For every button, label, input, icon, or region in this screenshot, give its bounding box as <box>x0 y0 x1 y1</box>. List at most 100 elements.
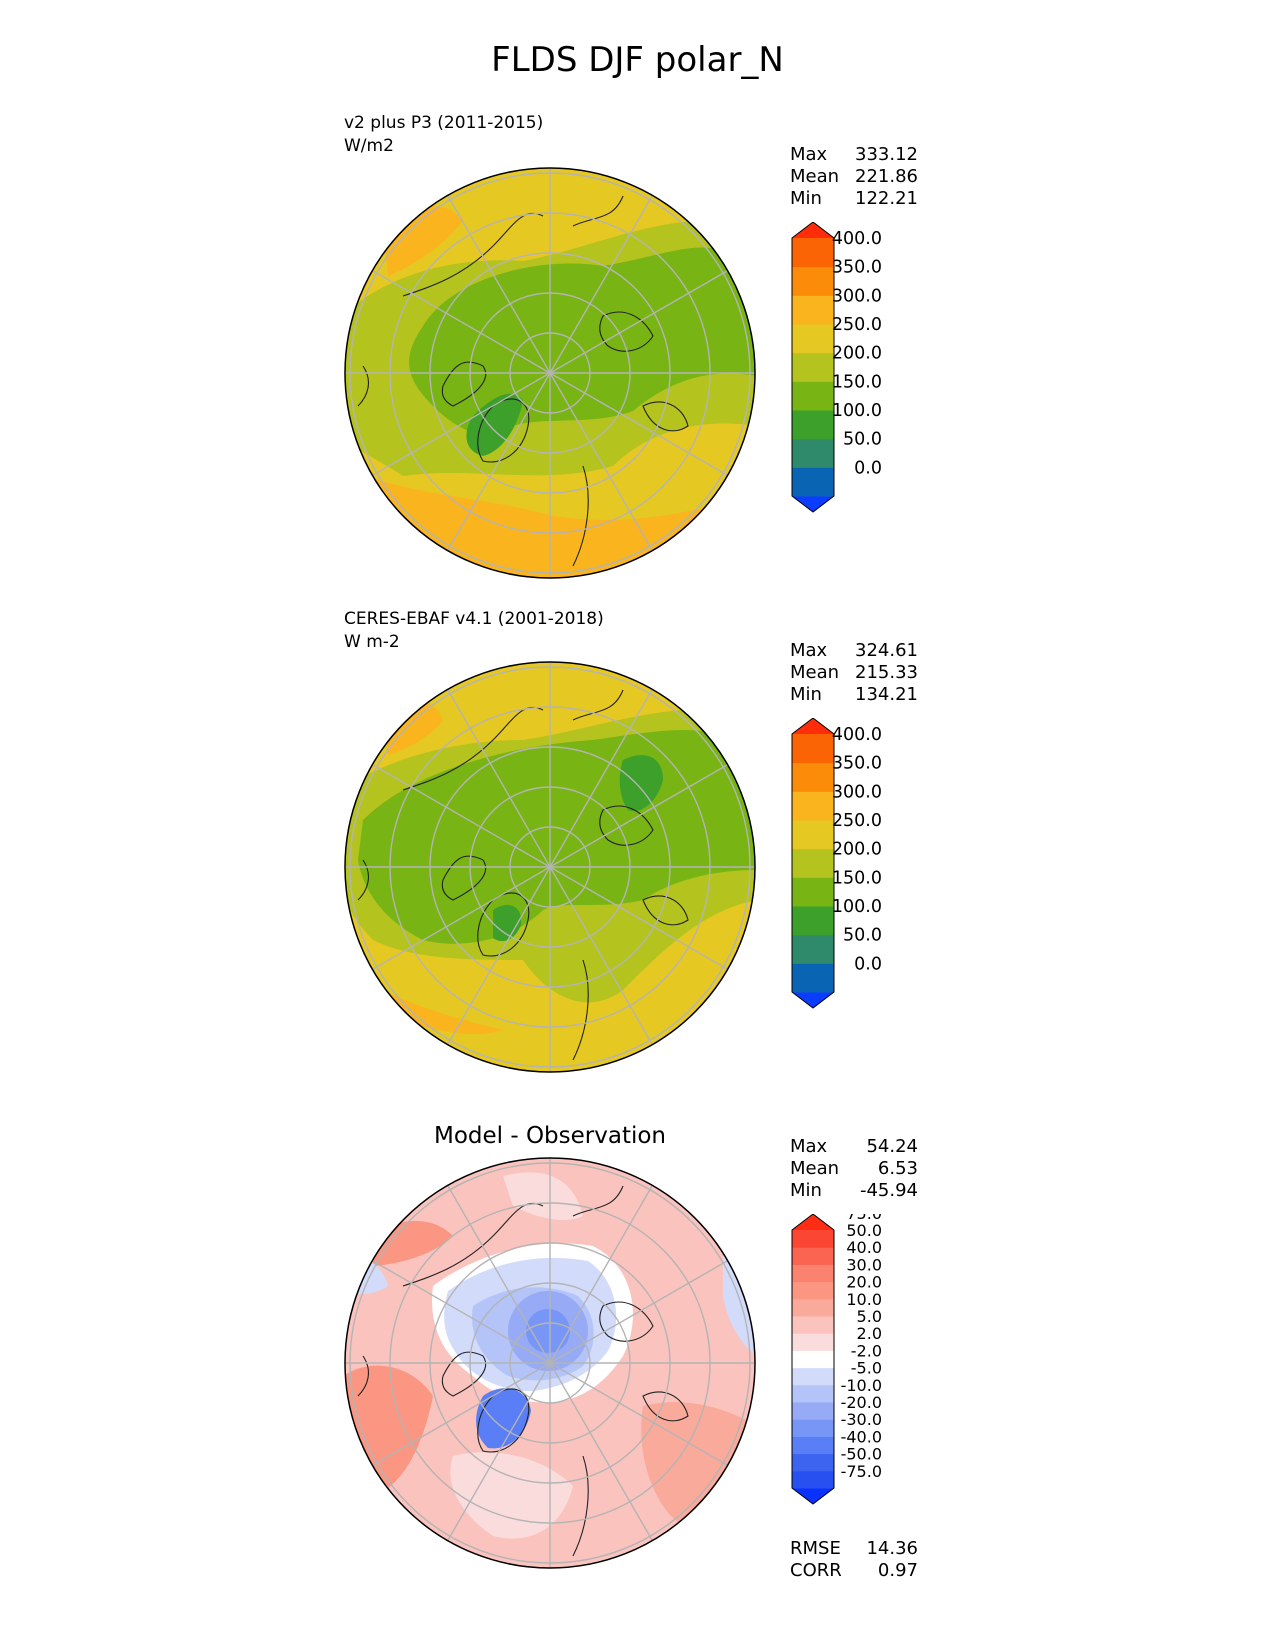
panel-1-units: W/m2 <box>344 136 394 156</box>
stat-min: Min -45.94 <box>790 1180 918 1201</box>
colorbar-segment <box>792 324 834 354</box>
colorbar-segment <box>792 791 834 821</box>
colorbar-segment <box>792 1402 834 1420</box>
colorbar-tick-label: 300.0 <box>832 782 882 802</box>
panel-1-subtitle: v2 plus P3 (2011-2015) <box>344 113 544 133</box>
colorbar-segment <box>792 352 834 382</box>
colorbar-segment <box>792 1333 834 1351</box>
colorbar-segment <box>792 1470 834 1489</box>
field-darkgreen-2 <box>493 905 522 942</box>
colorbar-segment <box>792 762 834 792</box>
metric-corr: CORR 0.97 <box>790 1560 918 1581</box>
colorbar-outline <box>791 1214 835 1505</box>
colorbar-segment <box>792 1247 834 1265</box>
colorbar-extend-max <box>792 222 834 238</box>
colorbar-segment <box>792 266 834 296</box>
colorbar-tick-label: -2.0 <box>851 1341 882 1360</box>
colorbar-segment <box>792 295 834 325</box>
colorbar-segment <box>792 1384 834 1403</box>
coastlines <box>357 1185 689 1557</box>
colorbar-tick-label: -40.0 <box>841 1427 882 1446</box>
panel-2-units: W m-2 <box>344 632 400 652</box>
colorbar-tick-label: 75.0 <box>846 1214 882 1223</box>
colorbar-segment <box>792 1316 834 1334</box>
colorbar-tick-label: 150.0 <box>832 868 882 888</box>
panel-3-polar-map <box>344 1157 756 1569</box>
colorbar-segment <box>792 734 834 764</box>
panel-2-stats: Max 324.61 Mean 215.33 Min 134.21 <box>790 640 918 706</box>
panel-3-heading: Model - Observation <box>433 1123 667 1149</box>
field-light-pink <box>503 1172 583 1221</box>
colorbar-tick-label: 40.0 <box>846 1238 882 1257</box>
colorbar-extend-max <box>792 1214 834 1230</box>
stat-max: Max 324.61 <box>790 640 918 661</box>
stat-max: Max 54.24 <box>790 1136 918 1157</box>
field-light-pink-2 <box>450 1452 573 1539</box>
colorbar-tick-label: 300.0 <box>832 286 882 306</box>
colorbar-segment <box>792 1453 834 1472</box>
colorbar-segment <box>792 1419 834 1437</box>
colorbar-tick-label: 200.0 <box>832 840 882 860</box>
stat-mean: Mean 215.33 <box>790 662 918 683</box>
colorbar-extend-min <box>792 1488 834 1504</box>
colorbar-tick-label: 200.0 <box>832 344 882 364</box>
colorbar-segment <box>792 1264 834 1283</box>
page-title: FLDS DJF polar_N <box>491 40 784 80</box>
colorbar-segment <box>792 934 834 964</box>
colorbar-segment <box>792 381 834 411</box>
field-blue-greenland <box>476 1388 531 1449</box>
colorbar-tick-label: 100.0 <box>832 897 882 917</box>
colorbar-tick-label: 50.0 <box>846 1221 882 1240</box>
colorbar-segment <box>792 438 834 468</box>
colorbar-segment <box>792 963 834 993</box>
colorbar-tick-label: 400.0 <box>832 229 882 249</box>
colorbar-segment <box>792 848 834 878</box>
colorbar-segment <box>792 1436 834 1455</box>
colorbar-tick-label: 400.0 <box>832 725 882 745</box>
colorbar-tick-label: 10.0 <box>846 1290 882 1309</box>
field-darkgreen <box>466 393 523 456</box>
field-darkgreen-1 <box>619 755 663 811</box>
panel-1-colorbar: 0.0 50.0 100.0 150.0 200.0 250.0 300.0 350.0 400… <box>791 222 882 513</box>
stat-mean: Mean 6.53 <box>790 1158 918 1179</box>
stat-mean: Mean 221.86 <box>790 166 918 187</box>
colorbar-tick-label: 20.0 <box>846 1273 882 1292</box>
colorbar-tick-label: 0.0 <box>854 458 882 478</box>
colorbar-tick-label: -5.0 <box>851 1359 882 1378</box>
colorbar-tick-label: 50.0 <box>843 430 882 450</box>
panel-1-stats: Max 333.12 Mean 221.86 Min 122.21 <box>790 144 918 210</box>
graticule <box>345 1158 755 1568</box>
colorbar-segment <box>792 820 834 850</box>
graticule <box>345 662 755 1072</box>
colorbar-segment <box>792 1367 834 1386</box>
metric-rmse: RMSE 14.36 <box>790 1538 918 1559</box>
field-blue-core <box>526 1309 570 1353</box>
stat-max: Max 333.12 <box>790 144 918 165</box>
colorbar-tick-label: -30.0 <box>841 1410 882 1429</box>
colorbar-extend-min <box>792 496 834 512</box>
colorbar-segment <box>792 1281 834 1300</box>
colorbar-tick-label: 350.0 <box>832 754 882 774</box>
colorbar-tick-label: -20.0 <box>841 1393 882 1412</box>
colorbar-tick-label: 250.0 <box>832 315 882 335</box>
colorbar-segment <box>792 1298 834 1317</box>
stat-min: Min 134.21 <box>790 684 918 705</box>
colorbar-segment <box>792 877 834 907</box>
colorbar-tick-label: 2.0 <box>857 1324 882 1343</box>
colorbar-tick-label: 5.0 <box>857 1307 882 1326</box>
panel-2-subtitle: CERES-EBAF v4.1 (2001-2018) <box>344 609 604 629</box>
colorbar-segment <box>792 906 834 936</box>
panel-3-stats: Max 54.24 Mean 6.53 Min -45.94 <box>790 1136 918 1202</box>
colorbar-segment <box>792 1230 834 1248</box>
colorbar-extend-max <box>792 718 834 734</box>
graticule <box>345 168 755 578</box>
coastlines <box>357 195 689 567</box>
colorbar-segment <box>792 1350 834 1369</box>
colorbar-tick-label: -75.0 <box>841 1462 882 1481</box>
panel-1-polar-map <box>344 167 756 579</box>
colorbar-segment <box>792 467 834 497</box>
field-green <box>409 247 755 435</box>
colorbar-tick-label: -50.0 <box>841 1445 882 1464</box>
colorbar-tick-label: 250.0 <box>832 811 882 831</box>
panel-2-colorbar: 0.0 50.0 100.0 150.0 200.0 250.0 300.0 350.0 400… <box>791 718 882 1009</box>
